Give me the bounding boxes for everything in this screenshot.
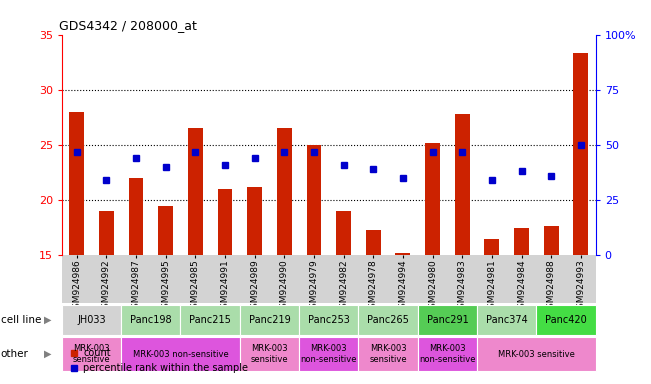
Bar	[247, 187, 262, 255]
Bar	[396, 253, 410, 255]
Text: Panc265: Panc265	[367, 315, 409, 325]
Text: Panc198: Panc198	[130, 315, 172, 325]
Text: Panc253: Panc253	[308, 315, 350, 325]
Bar	[484, 239, 499, 255]
Text: other: other	[1, 349, 29, 359]
Bar	[455, 114, 469, 255]
Text: MRK-003
sensitive: MRK-003 sensitive	[251, 344, 288, 364]
Bar	[128, 178, 143, 255]
Bar	[99, 211, 114, 255]
Text: Panc374: Panc374	[486, 315, 527, 325]
Bar	[188, 128, 202, 255]
Text: Panc291: Panc291	[426, 315, 468, 325]
Bar	[307, 145, 322, 255]
Bar	[574, 53, 589, 255]
Bar	[514, 228, 529, 255]
Bar	[544, 225, 559, 255]
Bar	[366, 230, 381, 255]
Text: Panc219: Panc219	[249, 315, 290, 325]
Bar	[217, 189, 232, 255]
Bar	[336, 211, 351, 255]
Text: GDS4342 / 208000_at: GDS4342 / 208000_at	[59, 19, 197, 32]
Bar	[425, 143, 440, 255]
Text: MRK-003
non-sensitive: MRK-003 non-sensitive	[301, 344, 357, 364]
Text: ▶: ▶	[44, 349, 52, 359]
Legend: count, percentile rank within the sample: count, percentile rank within the sample	[66, 344, 252, 377]
Bar	[158, 206, 173, 255]
Text: MRK-003 sensitive: MRK-003 sensitive	[498, 349, 575, 359]
Text: MRK-003
sensitive: MRK-003 sensitive	[73, 344, 110, 364]
Text: ▶: ▶	[44, 315, 52, 325]
Text: MRK-003
sensitive: MRK-003 sensitive	[369, 344, 407, 364]
Text: Panc420: Panc420	[545, 315, 587, 325]
Bar	[69, 112, 84, 255]
Bar	[277, 128, 292, 255]
Text: cell line: cell line	[1, 315, 41, 325]
Text: MRK-003
non-sensitive: MRK-003 non-sensitive	[419, 344, 476, 364]
Text: JH033: JH033	[77, 315, 106, 325]
Text: Panc215: Panc215	[189, 315, 231, 325]
Text: MRK-003 non-sensitive: MRK-003 non-sensitive	[133, 349, 229, 359]
